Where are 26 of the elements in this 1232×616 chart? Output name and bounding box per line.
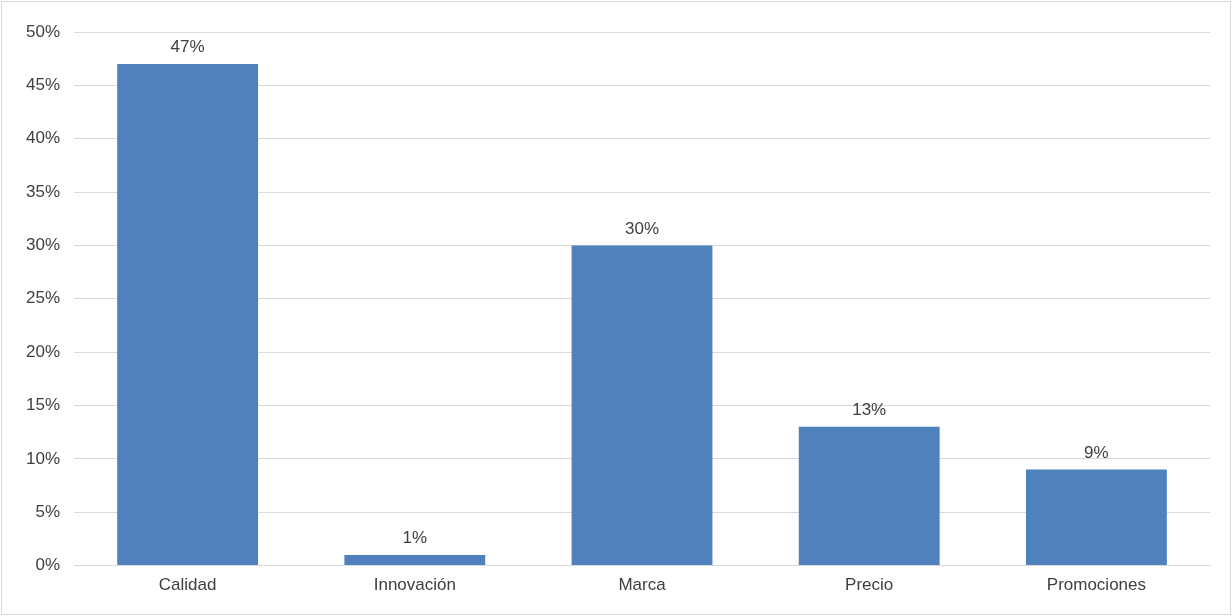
y-tick-label: 35% [25,181,61,201]
data-label: 47% [170,37,205,57]
y-tick-label: 45% [25,75,61,95]
bar [798,426,940,566]
data-label: 1% [402,528,428,548]
y-tick-label: 50% [25,21,61,41]
y-tick-label: 20% [25,341,61,361]
bar [571,245,713,566]
bar [117,64,259,566]
bar [1025,469,1167,566]
y-tick-label: 0% [35,555,61,575]
y-tick-label: 30% [25,235,61,255]
x-tick-label: Marca [618,575,667,595]
x-tick-label: Precio [845,575,894,595]
y-tick-label: 40% [25,128,61,148]
data-label: 9% [1084,442,1109,462]
data-label: 30% [625,218,660,238]
x-tick-label: Innovación [373,575,456,595]
x-tick-label: Promociones [1046,575,1147,595]
y-tick-label: 5% [35,501,61,521]
y-tick-label: 25% [25,288,61,308]
data-label: 13% [852,400,887,420]
y-tick-label: 10% [25,448,61,468]
y-tick-label: 15% [25,395,61,415]
bar [344,554,486,566]
x-tick-label: Calidad [158,575,217,595]
